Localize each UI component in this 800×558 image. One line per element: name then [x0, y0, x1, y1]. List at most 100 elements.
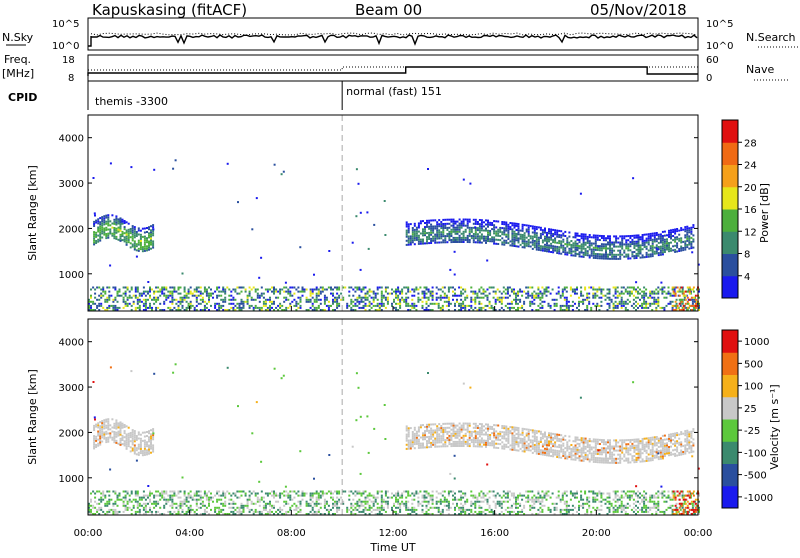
- power-cell: [104, 299, 106, 301]
- velocity-cell: [448, 503, 450, 505]
- velocity-cell: [572, 505, 574, 507]
- velocity-cell: [539, 501, 541, 503]
- velocity-cell: [655, 511, 657, 513]
- power-cell: [332, 295, 334, 297]
- velocity-cell: [523, 495, 525, 497]
- velocity-cell: [395, 493, 397, 495]
- velocity-cell: [363, 501, 365, 503]
- power-cell: [237, 201, 239, 203]
- power-cell: [649, 295, 651, 297]
- power-cell: [408, 244, 410, 246]
- power-cell: [99, 229, 101, 231]
- power-cell: [647, 307, 649, 309]
- velocity-cell: [157, 495, 159, 497]
- power-cell: [529, 301, 531, 303]
- power-cell: [119, 295, 121, 297]
- velocity-cell: [637, 491, 639, 493]
- power-cell: [118, 218, 120, 220]
- velocity-cell: [586, 511, 588, 513]
- power-cell: [623, 252, 625, 254]
- power-cell: [448, 305, 450, 307]
- power-cell: [214, 305, 216, 307]
- velocity-cell: [224, 495, 226, 497]
- power-cell: [631, 287, 633, 289]
- velocity-cell: [132, 439, 134, 441]
- power-cell: [505, 222, 507, 224]
- velocity-cell: [135, 511, 137, 513]
- power-cell: [564, 249, 566, 251]
- power-cell: [334, 297, 336, 299]
- power-cell: [659, 307, 661, 309]
- power-cell: [173, 287, 175, 289]
- power-cell: [598, 297, 600, 299]
- velocity-cell: [605, 503, 607, 505]
- power-cell: [308, 301, 310, 303]
- power-cell: [436, 225, 438, 227]
- velocity-cell: [152, 449, 154, 451]
- velocity-cell: [138, 438, 140, 440]
- power-cell: [422, 291, 424, 293]
- power-cell: [684, 243, 686, 245]
- power-cell: [318, 291, 320, 293]
- power-cell: [683, 293, 685, 295]
- power-cell: [171, 299, 173, 301]
- power-cell: [588, 293, 590, 295]
- velocity-cell: [645, 497, 647, 499]
- power-cell: [457, 225, 459, 227]
- velocity-cell: [206, 493, 208, 495]
- velocity-cell: [411, 499, 413, 501]
- power-cell: [615, 237, 617, 239]
- velocity-cell: [564, 509, 566, 511]
- velocity-cell: [446, 505, 448, 507]
- power-cell: [430, 226, 432, 228]
- velocity-cell: [144, 452, 146, 454]
- power-cell: [660, 282, 662, 284]
- velocity-cell: [332, 505, 334, 507]
- velocity-cell: [107, 426, 109, 428]
- freq-tick-bottom: 8: [68, 73, 74, 84]
- velocity-cell: [249, 491, 251, 493]
- power-cell: [595, 245, 597, 247]
- colorbar-swatch: [722, 142, 738, 165]
- power-cell: [411, 289, 413, 291]
- power-cell: [120, 238, 122, 240]
- power-cell: [684, 226, 686, 228]
- power-cell: [653, 303, 655, 305]
- power-cell: [214, 307, 216, 309]
- power-cell: [125, 303, 127, 305]
- power-cell: [459, 241, 461, 243]
- power-cell: [643, 291, 645, 293]
- power-cell: [613, 256, 615, 258]
- power-cell: [536, 228, 538, 230]
- power-cell: [175, 303, 177, 305]
- power-cell: [107, 237, 109, 239]
- power-cell: [534, 232, 536, 234]
- velocity-cell: [110, 499, 112, 501]
- velocity-cell: [324, 507, 326, 509]
- power-cell: [642, 248, 644, 250]
- power-cell: [639, 293, 641, 295]
- velocity-cell: [140, 452, 142, 454]
- velocity-cell: [173, 493, 175, 495]
- velocity-cell: [232, 493, 234, 495]
- power-cell: [613, 303, 615, 305]
- power-cell: [255, 289, 257, 291]
- velocity-cell: [403, 503, 405, 505]
- power-cell: [627, 256, 629, 258]
- velocity-cell: [239, 497, 241, 499]
- velocity-cell: [578, 509, 580, 511]
- velocity-cell: [224, 501, 226, 503]
- power-cell: [477, 233, 479, 235]
- velocity-cell: [90, 509, 92, 511]
- velocity-cell: [291, 499, 293, 501]
- power-cell: [550, 305, 552, 307]
- power-cell: [430, 232, 432, 234]
- power-cell: [481, 236, 483, 238]
- power-cell: [365, 303, 367, 305]
- power-cell: [666, 245, 668, 247]
- power-cell: [289, 291, 291, 293]
- power-cell: [633, 237, 635, 239]
- power-cell: [491, 228, 493, 230]
- power-cell: [128, 239, 130, 241]
- power-cell: [538, 247, 540, 249]
